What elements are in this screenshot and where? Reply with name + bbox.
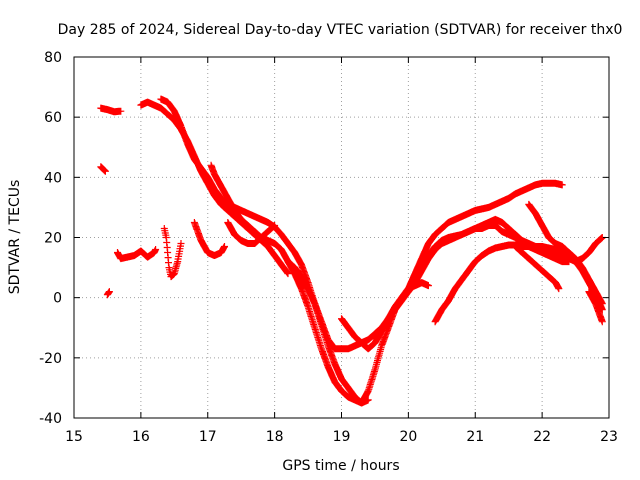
data-point-markers — [160, 225, 185, 281]
series-arc17 — [552, 243, 606, 314]
x-tick-label: 23 — [600, 429, 618, 445]
data-point-markers — [404, 279, 432, 293]
y-tick-label: -40 — [39, 411, 62, 427]
x-tick-label: 21 — [466, 429, 484, 445]
series-arc07 — [160, 225, 185, 281]
data-point-markers — [224, 219, 279, 247]
x-tick-label: 16 — [132, 429, 150, 445]
data-marks — [97, 95, 606, 407]
series-arc02 — [97, 163, 109, 175]
series-arc10 — [224, 219, 279, 247]
x-tick-label: 15 — [65, 429, 83, 445]
y-tick-label: 40 — [44, 170, 62, 186]
data-point-markers — [97, 104, 125, 116]
data-point-markers — [585, 288, 606, 326]
data-point-markers — [207, 161, 372, 407]
y-tick-label: 20 — [44, 231, 62, 247]
x-tick-label: 20 — [399, 429, 417, 445]
y-tick-label: 60 — [44, 110, 62, 126]
series-arc18 — [585, 288, 606, 326]
series-arc13 — [404, 279, 432, 293]
series-arc09 — [207, 161, 372, 407]
data-point-markers — [97, 163, 109, 175]
y-tick-label: 0 — [53, 291, 62, 307]
y-axis-label: SDTVAR / TECUs — [7, 180, 23, 295]
x-tick-label: 17 — [199, 429, 217, 445]
x-tick-label: 19 — [333, 429, 351, 445]
axis-ticks: 15 16 17 18 19 20 21 22 23 -40 -20 0 20 40 60 80 — [39, 50, 618, 445]
y-tick-label: 80 — [44, 50, 62, 66]
x-tick-label: 18 — [266, 429, 284, 445]
y-tick-label: -20 — [39, 351, 62, 367]
series-arc16 — [511, 243, 563, 293]
data-point-markers — [103, 288, 113, 299]
data-point-markers — [114, 246, 160, 263]
data-point-markers — [338, 222, 573, 353]
series-arc04 — [114, 246, 160, 263]
series-arc01 — [97, 104, 125, 116]
chart-title: Day 285 of 2024, Sidereal Day-to-day VTE… — [58, 22, 623, 38]
data-point-markers — [190, 219, 228, 259]
series-arc03 — [103, 288, 113, 299]
grid — [74, 57, 609, 418]
series-arc06 — [157, 95, 566, 407]
series-arc12 — [338, 222, 573, 353]
x-axis-label: GPS time / hours — [282, 458, 399, 474]
series-arc08 — [190, 219, 228, 259]
data-point-markers — [552, 243, 606, 314]
data-point-markers — [157, 95, 566, 407]
x-tick-label: 22 — [533, 429, 551, 445]
data-point-markers — [511, 243, 563, 293]
